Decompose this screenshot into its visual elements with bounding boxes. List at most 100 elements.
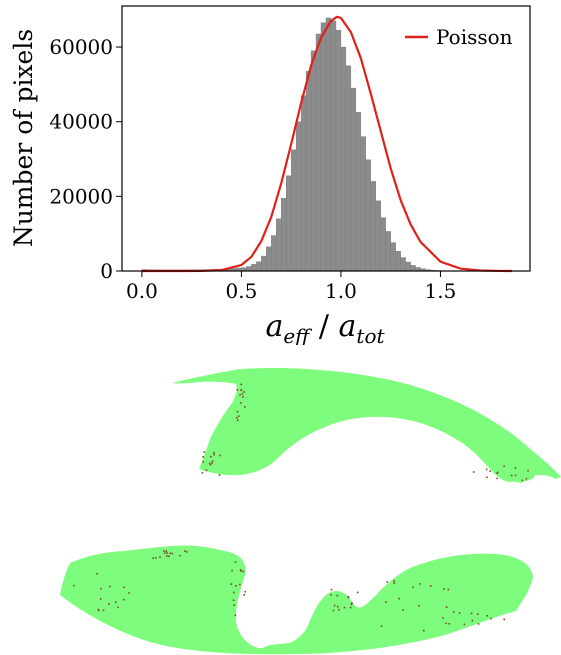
map-speckle xyxy=(208,462,211,465)
histogram-bar xyxy=(251,264,257,272)
map-speckle xyxy=(233,591,235,594)
map-speckle xyxy=(213,453,215,456)
map-speckle xyxy=(336,605,339,608)
map-speckle xyxy=(458,612,461,614)
plot-frame xyxy=(121,5,531,272)
map-speckle xyxy=(219,454,221,457)
map-speckle xyxy=(202,456,204,458)
map-speckle xyxy=(237,419,239,421)
map-speckle xyxy=(485,468,488,471)
map-speckle xyxy=(385,601,387,603)
map-speckle xyxy=(239,394,241,396)
map-speckle xyxy=(73,584,75,587)
map-speckle xyxy=(527,469,529,472)
map-speckle xyxy=(202,461,204,463)
map-speckle xyxy=(349,606,352,609)
map-speckle xyxy=(240,389,243,391)
map-speckle xyxy=(123,586,125,589)
map-speckle xyxy=(445,606,448,608)
map-speckle xyxy=(128,592,130,594)
x-tick-label: 1.5 xyxy=(425,279,457,303)
histogram-bar xyxy=(290,149,297,272)
map-speckle xyxy=(165,550,168,552)
sky-map xyxy=(60,368,561,655)
map-speckle xyxy=(242,396,244,398)
map-speckle xyxy=(213,451,215,454)
map-speckle xyxy=(166,555,168,557)
map-speckle xyxy=(343,606,346,609)
map-speckle xyxy=(443,588,445,590)
map-speckle xyxy=(186,551,188,553)
map-speckle xyxy=(240,383,242,386)
map-speckle xyxy=(235,585,237,587)
histogram-bar xyxy=(246,266,252,272)
map-speckle xyxy=(210,455,212,458)
y-tick-label: 20000 xyxy=(49,184,113,208)
map-speckle xyxy=(166,552,168,554)
map-speckle xyxy=(445,622,447,625)
map-speckle xyxy=(380,625,383,627)
map-speckle xyxy=(514,474,517,477)
map-speckle xyxy=(234,614,237,617)
map-speckle xyxy=(486,615,488,617)
histogram-bar xyxy=(390,242,396,272)
map-speckle xyxy=(514,467,517,469)
map-speckle xyxy=(243,594,245,596)
map-speckle xyxy=(489,470,491,472)
histogram-bar xyxy=(266,246,272,272)
map-speckle xyxy=(347,596,350,599)
map-speckle xyxy=(201,472,204,474)
histogram-bar xyxy=(365,159,371,272)
map-speckle xyxy=(242,570,245,573)
map-speckle xyxy=(350,603,353,605)
map-speckle xyxy=(447,588,450,591)
histogram-bar xyxy=(355,112,362,272)
histogram-bar xyxy=(300,95,307,272)
map-speckle xyxy=(477,623,480,625)
histogram-bar xyxy=(385,231,391,272)
map-speckle xyxy=(152,557,154,559)
histogram-bar xyxy=(395,251,401,272)
histogram-bar xyxy=(315,33,322,272)
map-speckle xyxy=(393,580,395,582)
histogram-bar xyxy=(256,261,262,272)
map-speckle xyxy=(525,477,528,480)
map-speckle xyxy=(115,601,117,603)
map-speckle xyxy=(117,606,119,609)
histogram-bar xyxy=(375,200,381,272)
map-speckle xyxy=(240,570,242,572)
x-tick-label: 0.0 xyxy=(126,279,158,303)
histogram-bar xyxy=(330,20,337,272)
histogram-bar xyxy=(345,65,352,272)
map-speckle xyxy=(109,585,111,588)
bars-group xyxy=(141,17,461,272)
histogram-bar xyxy=(305,71,312,272)
histogram-bar xyxy=(281,198,287,272)
histogram-bar xyxy=(335,30,342,272)
map-speckle xyxy=(211,460,214,462)
map-speckle xyxy=(336,594,339,597)
map-speckle xyxy=(332,609,335,612)
map-speckle xyxy=(496,477,498,480)
x-tick-label: 0.5 xyxy=(226,279,258,303)
y-ticks-group: 0 20000 40000 60000 xyxy=(49,35,122,283)
histogram-bar xyxy=(370,181,376,272)
map-speckle xyxy=(386,581,389,583)
y-tick-label: 0 xyxy=(100,259,113,283)
map-speckle xyxy=(472,471,475,473)
map-speckle xyxy=(351,602,353,604)
histogram-bar xyxy=(271,235,277,272)
map-speckle xyxy=(510,474,513,477)
map-speckle xyxy=(503,618,505,621)
map-speckle xyxy=(122,598,125,601)
histogram-bar xyxy=(261,255,267,272)
x-tick-label: 1.0 xyxy=(325,279,357,303)
legend: Poisson xyxy=(405,25,513,49)
map-speckle xyxy=(453,611,455,613)
map-speckle xyxy=(159,556,161,558)
map-speckle xyxy=(356,591,359,594)
map-speckle xyxy=(218,474,221,476)
map-speckle xyxy=(330,588,333,591)
map-speckle xyxy=(97,608,100,611)
map-speckle xyxy=(102,609,105,612)
